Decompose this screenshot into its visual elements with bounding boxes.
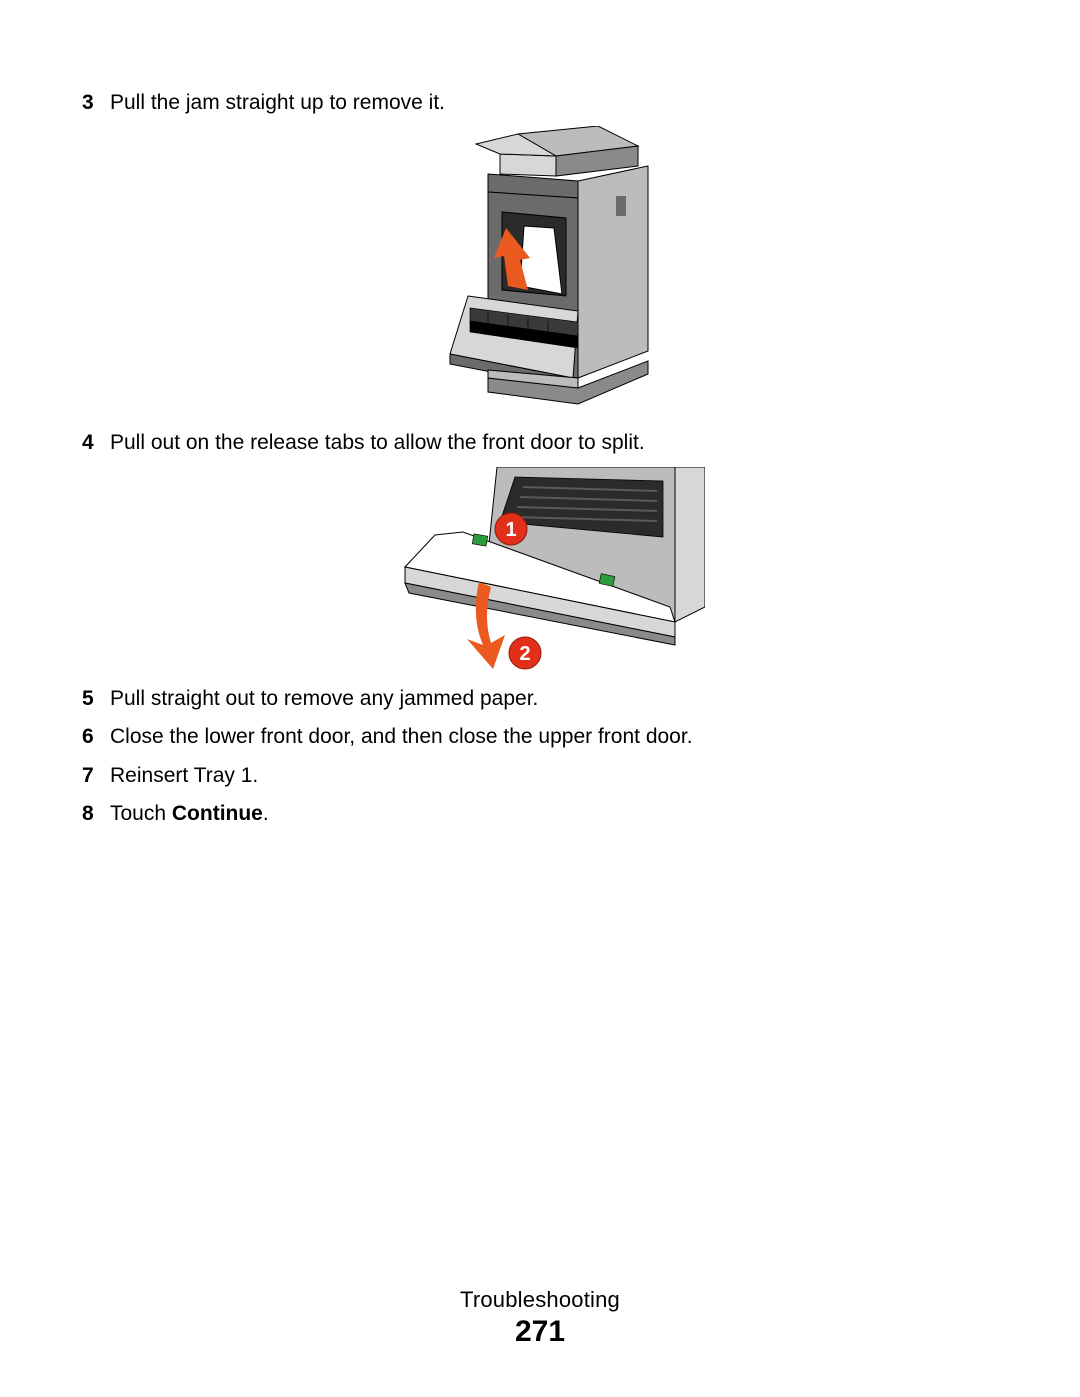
step-8-prefix: Touch [110, 802, 172, 825]
step-3-number: 3 [82, 88, 110, 118]
manual-page: 3 Pull the jam straight up to remove it. [0, 0, 1080, 1397]
printer-pull-jam-illustration [428, 126, 653, 416]
step-8-text: Touch Continue. [110, 799, 269, 829]
callout-1-label: 1 [505, 519, 516, 541]
footer-section-title: Troubleshooting [0, 1287, 1080, 1313]
step-7: 7 Reinsert Tray 1. [82, 761, 998, 791]
step-8-number: 8 [82, 799, 110, 829]
step-5-text: Pull straight out to remove any jammed p… [110, 684, 538, 714]
callout-2-label: 2 [519, 643, 530, 665]
step-6-number: 6 [82, 722, 110, 752]
figure-1-wrap [82, 126, 998, 416]
step-7-number: 7 [82, 761, 110, 791]
step-8-suffix: . [263, 802, 269, 825]
footer-page-number: 271 [0, 1315, 1080, 1349]
step-4: 4 Pull out on the release tabs to allow … [82, 428, 998, 458]
step-4-number: 4 [82, 428, 110, 458]
figure-2-wrap: 1 2 [82, 467, 998, 672]
step-4-text: Pull out on the release tabs to allow th… [110, 428, 645, 458]
page-footer: Troubleshooting 271 [0, 1287, 1080, 1349]
step-5-number: 5 [82, 684, 110, 714]
front-door-split-illustration: 1 2 [375, 467, 705, 672]
step-3-text: Pull the jam straight up to remove it. [110, 88, 445, 118]
step-7-text: Reinsert Tray 1. [110, 761, 258, 791]
step-6-text: Close the lower front door, and then clo… [110, 722, 693, 752]
step-8-bold: Continue [172, 802, 263, 825]
step-8: 8 Touch Continue. [82, 799, 998, 829]
step-6: 6 Close the lower front door, and then c… [82, 722, 998, 752]
step-3: 3 Pull the jam straight up to remove it. [82, 88, 998, 118]
step-5: 5 Pull straight out to remove any jammed… [82, 684, 998, 714]
